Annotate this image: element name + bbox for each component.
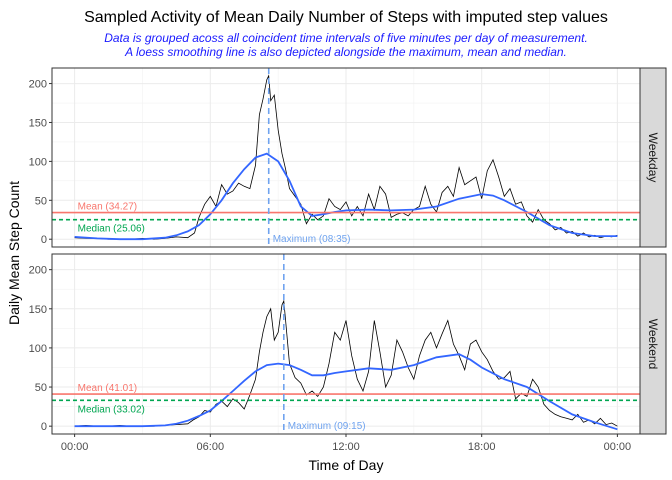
x-axis: 00:00 06:00 12:00 18:00 00:00 xyxy=(61,434,631,453)
median-label: Median (33.02) xyxy=(78,404,145,415)
facet-strip-label: Weekday xyxy=(646,133,660,183)
y-tick-label: 100 xyxy=(29,156,47,168)
y-tick-label: 50 xyxy=(35,195,47,207)
y-tick-label: 0 xyxy=(41,234,47,246)
x-tick-label: 06:00 xyxy=(197,441,225,453)
x-tick-label: 00:00 xyxy=(604,441,632,453)
y-tick-label: 200 xyxy=(29,79,47,91)
chart-subtitle-line-2: A loess smoothing line is also depicted … xyxy=(124,45,567,59)
panel-weekend: 0 50 100 150 200 Mean (41.01) Median (33.02) Ma… xyxy=(29,253,667,435)
facet-strip xyxy=(639,253,667,435)
x-tick-label: 12:00 xyxy=(332,441,360,453)
series-smooth-weekday xyxy=(74,152,618,241)
y-tick-label: 150 xyxy=(29,117,47,129)
chart-subtitle-line-1: Data is grouped acoss all coincident tim… xyxy=(104,31,588,45)
x-tick-label: 18:00 xyxy=(468,441,496,453)
x-tick-label: 00:00 xyxy=(61,441,89,453)
x-axis-title: Time of Day xyxy=(309,457,384,473)
facet-strip xyxy=(639,67,667,248)
chart-title: Sampled Activity of Mean Daily Number of… xyxy=(84,9,608,26)
mean-label: Mean (34.27) xyxy=(78,202,137,213)
y-tick-label: 50 xyxy=(35,382,47,394)
panel-weekday: 0 50 100 150 200 Mean (34.27) Median (25.06) Ma… xyxy=(29,67,667,248)
median-label: Median (25.06) xyxy=(78,224,145,235)
series-smooth-weekend xyxy=(74,353,618,431)
maximum-label: Maximum (08:35) xyxy=(273,234,351,245)
y-tick-label: 0 xyxy=(41,421,47,433)
y-tick-label: 100 xyxy=(29,343,47,355)
series-raw-weekend xyxy=(74,299,618,427)
y-tick-label: 150 xyxy=(29,304,47,316)
maximum-label: Maximum (09:15) xyxy=(288,421,366,432)
y-axis-title: Daily Mean Step Count xyxy=(6,181,22,325)
facet-panels: 0 50 100 150 200 Mean (34.27) Median (25.06) Ma… xyxy=(29,67,667,435)
facet-strip-label: Weekend xyxy=(646,319,660,369)
mean-label: Mean (41.01) xyxy=(78,383,137,394)
y-tick-label: 200 xyxy=(29,265,47,277)
